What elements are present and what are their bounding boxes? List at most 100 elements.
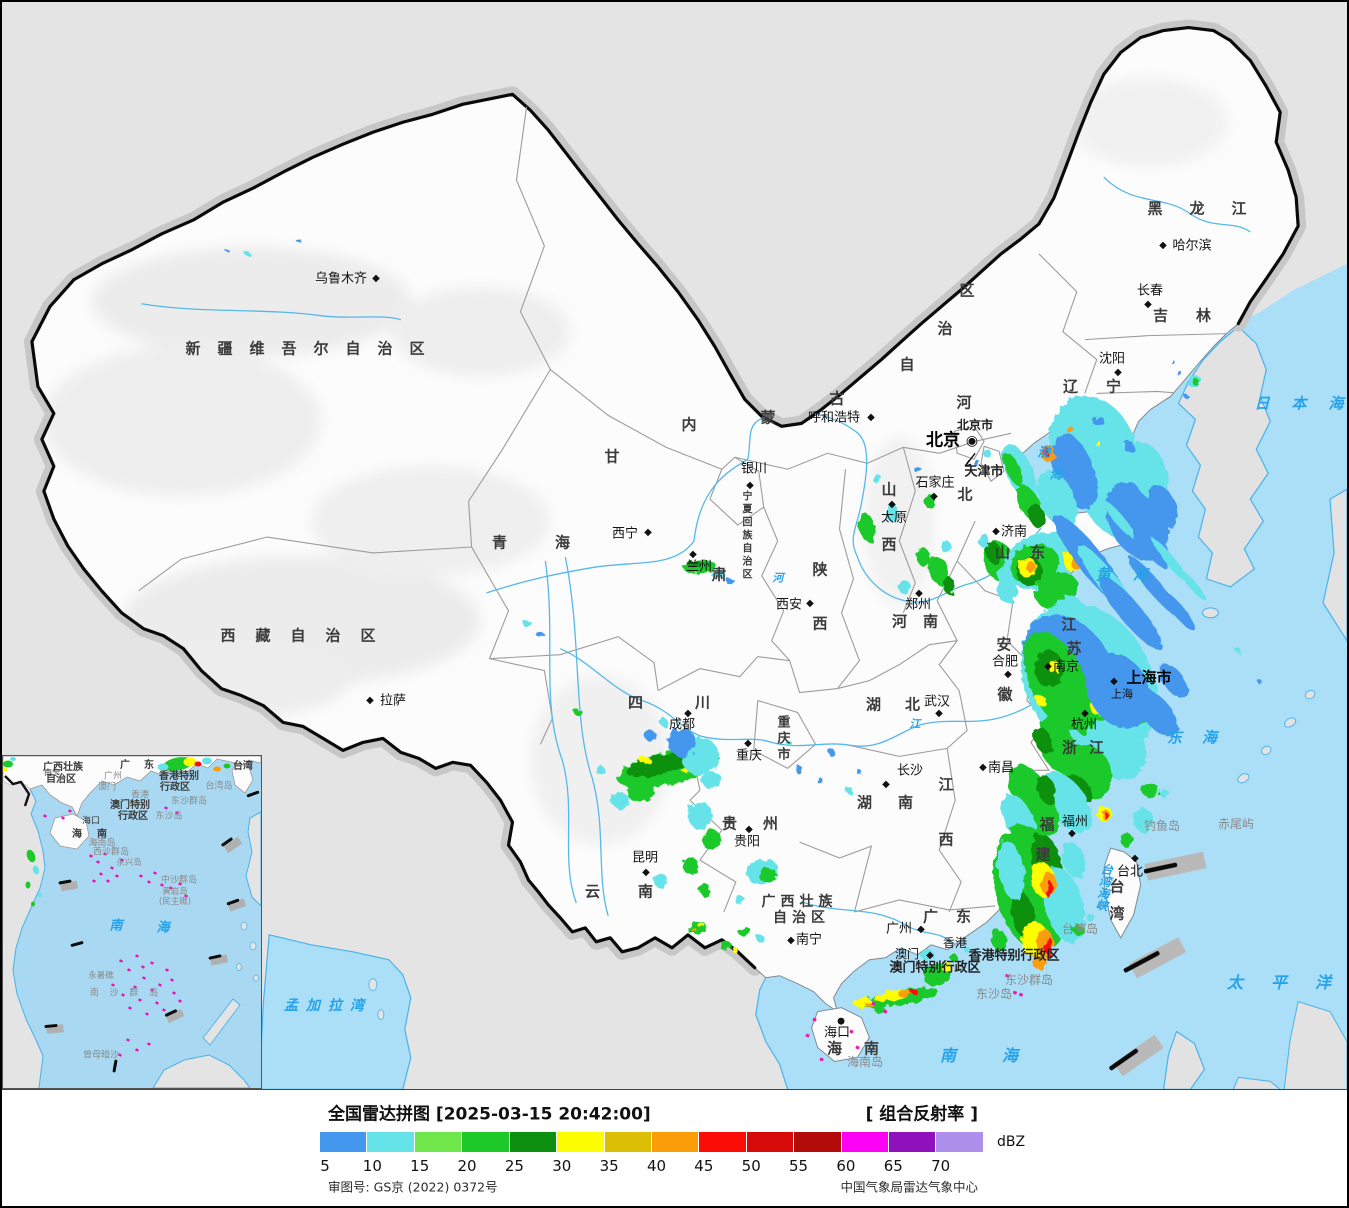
inset-palawan — [202, 998, 241, 1046]
radar-echo — [828, 748, 835, 757]
legend-tick-value: 20 — [457, 1157, 477, 1175]
radar-echo — [943, 577, 956, 594]
island-mark — [1004, 973, 1010, 978]
radar-echo — [522, 620, 533, 627]
radar-echo — [897, 989, 913, 998]
inset-island-mark — [147, 1042, 151, 1046]
radar-echo — [1031, 956, 1046, 969]
radar-echo — [1042, 447, 1050, 456]
island-jeju — [1201, 607, 1219, 619]
inset-nine-dash-line — [44, 790, 260, 1073]
island-marks — [805, 973, 1024, 1062]
radar-echo — [710, 570, 726, 578]
legend-panel: 全国雷达拼图 [2025-03-15 20:42:00] [ 组合反射率 ] d… — [2, 1090, 1347, 1206]
radar-echo — [626, 753, 690, 778]
radar-echo-layer — [224, 238, 1263, 1014]
radar-echo — [699, 883, 711, 897]
radar-echo — [874, 1006, 885, 1014]
inset-island-mark — [178, 999, 182, 1003]
island-mark — [805, 1033, 810, 1038]
inset-island-mark — [162, 1008, 166, 1012]
radar-echo — [865, 1002, 874, 1008]
radar-echo — [996, 578, 1018, 603]
inset-island-mark — [184, 894, 188, 898]
inset-island-mark — [141, 965, 145, 969]
radar-echo — [1123, 440, 1134, 453]
radar-echo — [1003, 452, 1023, 486]
radar-echo — [964, 946, 971, 953]
legend-color-segment — [794, 1132, 842, 1152]
legend-tick-value: 30 — [552, 1157, 572, 1175]
radar-echo — [626, 778, 655, 803]
radar-echo — [941, 541, 952, 553]
legend-unit: dBZ — [997, 1134, 1026, 1150]
inset-island-mark — [118, 1053, 122, 1057]
radar-echo — [941, 963, 953, 973]
radar-echo — [1085, 652, 1152, 729]
dash-shadow-panel — [1113, 1034, 1164, 1077]
inset-island-mark — [43, 814, 47, 818]
radar-echo — [845, 787, 854, 794]
inset-island-mark — [164, 806, 168, 810]
inset-dash-shadow — [165, 1008, 185, 1024]
island-mark — [1018, 992, 1024, 997]
inset-dash-segment — [112, 1059, 118, 1073]
legend-color-segment — [462, 1132, 510, 1152]
radar-echo — [32, 865, 40, 875]
legend-color-segment — [889, 1132, 937, 1152]
radar-echo — [816, 777, 823, 784]
radar-echo — [997, 840, 1025, 900]
inset-island-mark — [142, 976, 146, 980]
inset-luzon — [245, 811, 261, 907]
radar-echo — [1177, 371, 1182, 377]
map-review-number: 审图号: GS京 (2022) 0372号 — [328, 1179, 498, 1195]
legend-color-segment — [367, 1132, 415, 1152]
radar-echo — [1044, 935, 1052, 958]
radar-echo — [856, 769, 862, 775]
radar-echo — [223, 763, 231, 769]
radar-echo — [31, 901, 35, 907]
inset-dash-segment — [44, 1024, 58, 1028]
dash-segment — [1143, 862, 1178, 874]
legend-product-label: [ 组合反射率 ] — [865, 1104, 978, 1125]
inset-island-mark — [128, 1006, 132, 1010]
land-indochina — [560, 917, 788, 1089]
radar-echo — [898, 579, 911, 594]
radar-echo — [639, 756, 651, 764]
radar-echo — [686, 560, 702, 568]
inset-island-mark — [145, 1012, 149, 1016]
radar-echo — [731, 947, 738, 953]
radar-echo — [213, 766, 221, 772]
radar-echo — [1133, 807, 1154, 833]
inset-island-mark — [103, 852, 107, 856]
radar-echo — [202, 757, 212, 765]
legend-color-segment — [841, 1132, 890, 1152]
agency-credit: 中国气象局雷达气象中心 — [840, 1179, 978, 1195]
inset-island-mark — [169, 886, 173, 890]
radar-echo — [1061, 841, 1086, 879]
inset-dash-shadow — [223, 836, 243, 854]
radar-echo — [990, 929, 1008, 950]
radar-echo — [1047, 660, 1060, 674]
radar-echo — [974, 460, 981, 467]
radar-echo — [873, 474, 882, 485]
inset-island-mark — [92, 879, 96, 883]
radar-echo — [644, 730, 657, 741]
inset-borneo — [152, 1054, 251, 1088]
inset-svg — [3, 756, 261, 1088]
radar-echo — [916, 547, 931, 567]
legend-tick-value: 55 — [789, 1157, 809, 1175]
legend-tick-value: 40 — [646, 1157, 667, 1175]
radar-echo — [38, 892, 42, 898]
radar-echo — [1034, 727, 1052, 754]
legend-tick-value: 50 — [741, 1157, 761, 1175]
inset-island-mark — [172, 991, 176, 995]
radar-echo — [687, 801, 712, 830]
radar-echo — [1159, 663, 1188, 698]
radar-echo — [719, 941, 732, 950]
inset-island-mark — [120, 858, 124, 862]
radar-echo — [859, 514, 876, 542]
inset-island-mark — [170, 978, 174, 982]
inset-island-mark — [115, 874, 119, 878]
